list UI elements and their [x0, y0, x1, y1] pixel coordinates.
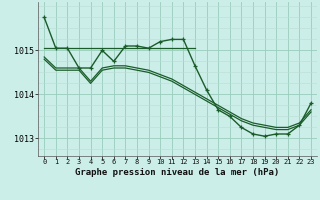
- X-axis label: Graphe pression niveau de la mer (hPa): Graphe pression niveau de la mer (hPa): [76, 168, 280, 177]
